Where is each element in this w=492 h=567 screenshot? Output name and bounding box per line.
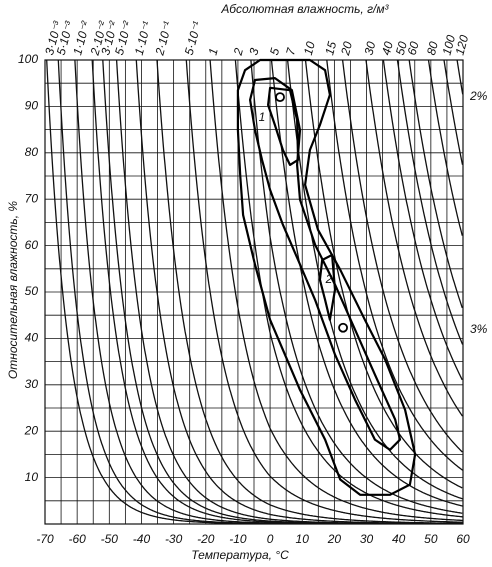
y-tick-label: 80	[25, 145, 39, 159]
humidity-curve	[365, 60, 463, 417]
y-tick-label: 90	[25, 99, 39, 113]
y-tick-label: 60	[25, 238, 39, 252]
top-tick-label: 15	[322, 40, 339, 57]
humidity-curve	[341, 60, 463, 453]
top-tick-label: 30	[361, 40, 378, 57]
x-tick-label: -50	[101, 532, 119, 546]
x-tick-label: 0	[267, 532, 274, 546]
y-tick-label: 40	[25, 331, 39, 345]
humidity-curves	[46, 60, 463, 524]
top-tick-label: 1·10⁻¹	[132, 20, 154, 57]
humidity-curve	[326, 60, 463, 471]
humidity-curve	[156, 60, 463, 524]
humidity-curve	[209, 60, 463, 522]
y-tick-label: 70	[25, 191, 39, 205]
y-tick-label: 30	[25, 377, 39, 391]
y-tick-label: 20	[24, 423, 39, 437]
y-tick-label: 10	[25, 470, 39, 484]
y-axis-title: Относительная влажность, %	[6, 201, 20, 379]
x-axis-title: Температура, °С	[191, 548, 289, 562]
top-tick-label: 40	[379, 40, 396, 57]
x-tick-label: -60	[68, 532, 86, 546]
x-tick-label: 20	[327, 532, 342, 546]
top-tick-label: 1	[206, 47, 221, 57]
top-tick-label: 100	[439, 33, 458, 56]
humidity-curve	[185, 60, 463, 523]
humidity-curve	[234, 60, 463, 518]
y-tick-label: 50	[25, 284, 39, 298]
x-tick-label: 60	[456, 532, 470, 546]
contour	[267, 86, 300, 166]
x-tick-label: 50	[424, 532, 438, 546]
y-tick-label: 100	[18, 52, 38, 66]
side-annotation: 3%	[470, 322, 488, 336]
top-tick-label: 5·10⁻¹	[182, 20, 204, 57]
point	[275, 92, 285, 103]
humidity-curve	[286, 60, 463, 500]
humidity-curve	[135, 60, 463, 524]
x-tick-label: -30	[165, 532, 183, 546]
x-tick-label: -70	[36, 532, 54, 546]
top-tick-label: 10	[301, 40, 318, 57]
humidity-curve	[304, 60, 463, 489]
top-tick-label: 7	[283, 45, 299, 56]
x-tick-label: 40	[392, 532, 406, 546]
humidity-curve	[408, 60, 463, 309]
humidity-curve	[382, 60, 463, 381]
contour-label: 2	[325, 272, 333, 286]
x-tick-label: -10	[229, 532, 247, 546]
x-tick-label: -40	[133, 532, 151, 546]
top-tick-label: 3	[246, 46, 261, 56]
humidity-curve	[270, 60, 463, 507]
top-tick-label: 20	[338, 40, 355, 58]
x-tick-label: 10	[296, 532, 310, 546]
top-tick-label: 60	[405, 40, 422, 57]
top-tick-label: 50	[393, 40, 410, 57]
contour	[249, 77, 402, 451]
humidity-curve	[443, 60, 463, 165]
point	[338, 322, 348, 333]
x-tick-label: -20	[197, 532, 215, 546]
humidity-curve	[250, 60, 463, 514]
side-annotation: 2%	[469, 89, 488, 103]
humidity-curve	[396, 60, 463, 345]
top-tick-label: 2·10⁻¹	[152, 20, 175, 58]
top-tick-label: 120	[453, 33, 472, 56]
x-tick-label: 30	[360, 532, 374, 546]
contour	[318, 253, 337, 321]
contour-label: 1	[259, 110, 266, 124]
top-tick-label: 5	[267, 46, 282, 56]
top-tick-label: 2	[231, 46, 247, 57]
humidity-curve	[456, 60, 463, 95]
contour	[236, 58, 417, 496]
top-tick-label: 80	[424, 40, 441, 57]
top-axis-title: Абсолютная влажность, г/м³	[220, 2, 389, 16]
humidity-curve	[427, 60, 463, 236]
